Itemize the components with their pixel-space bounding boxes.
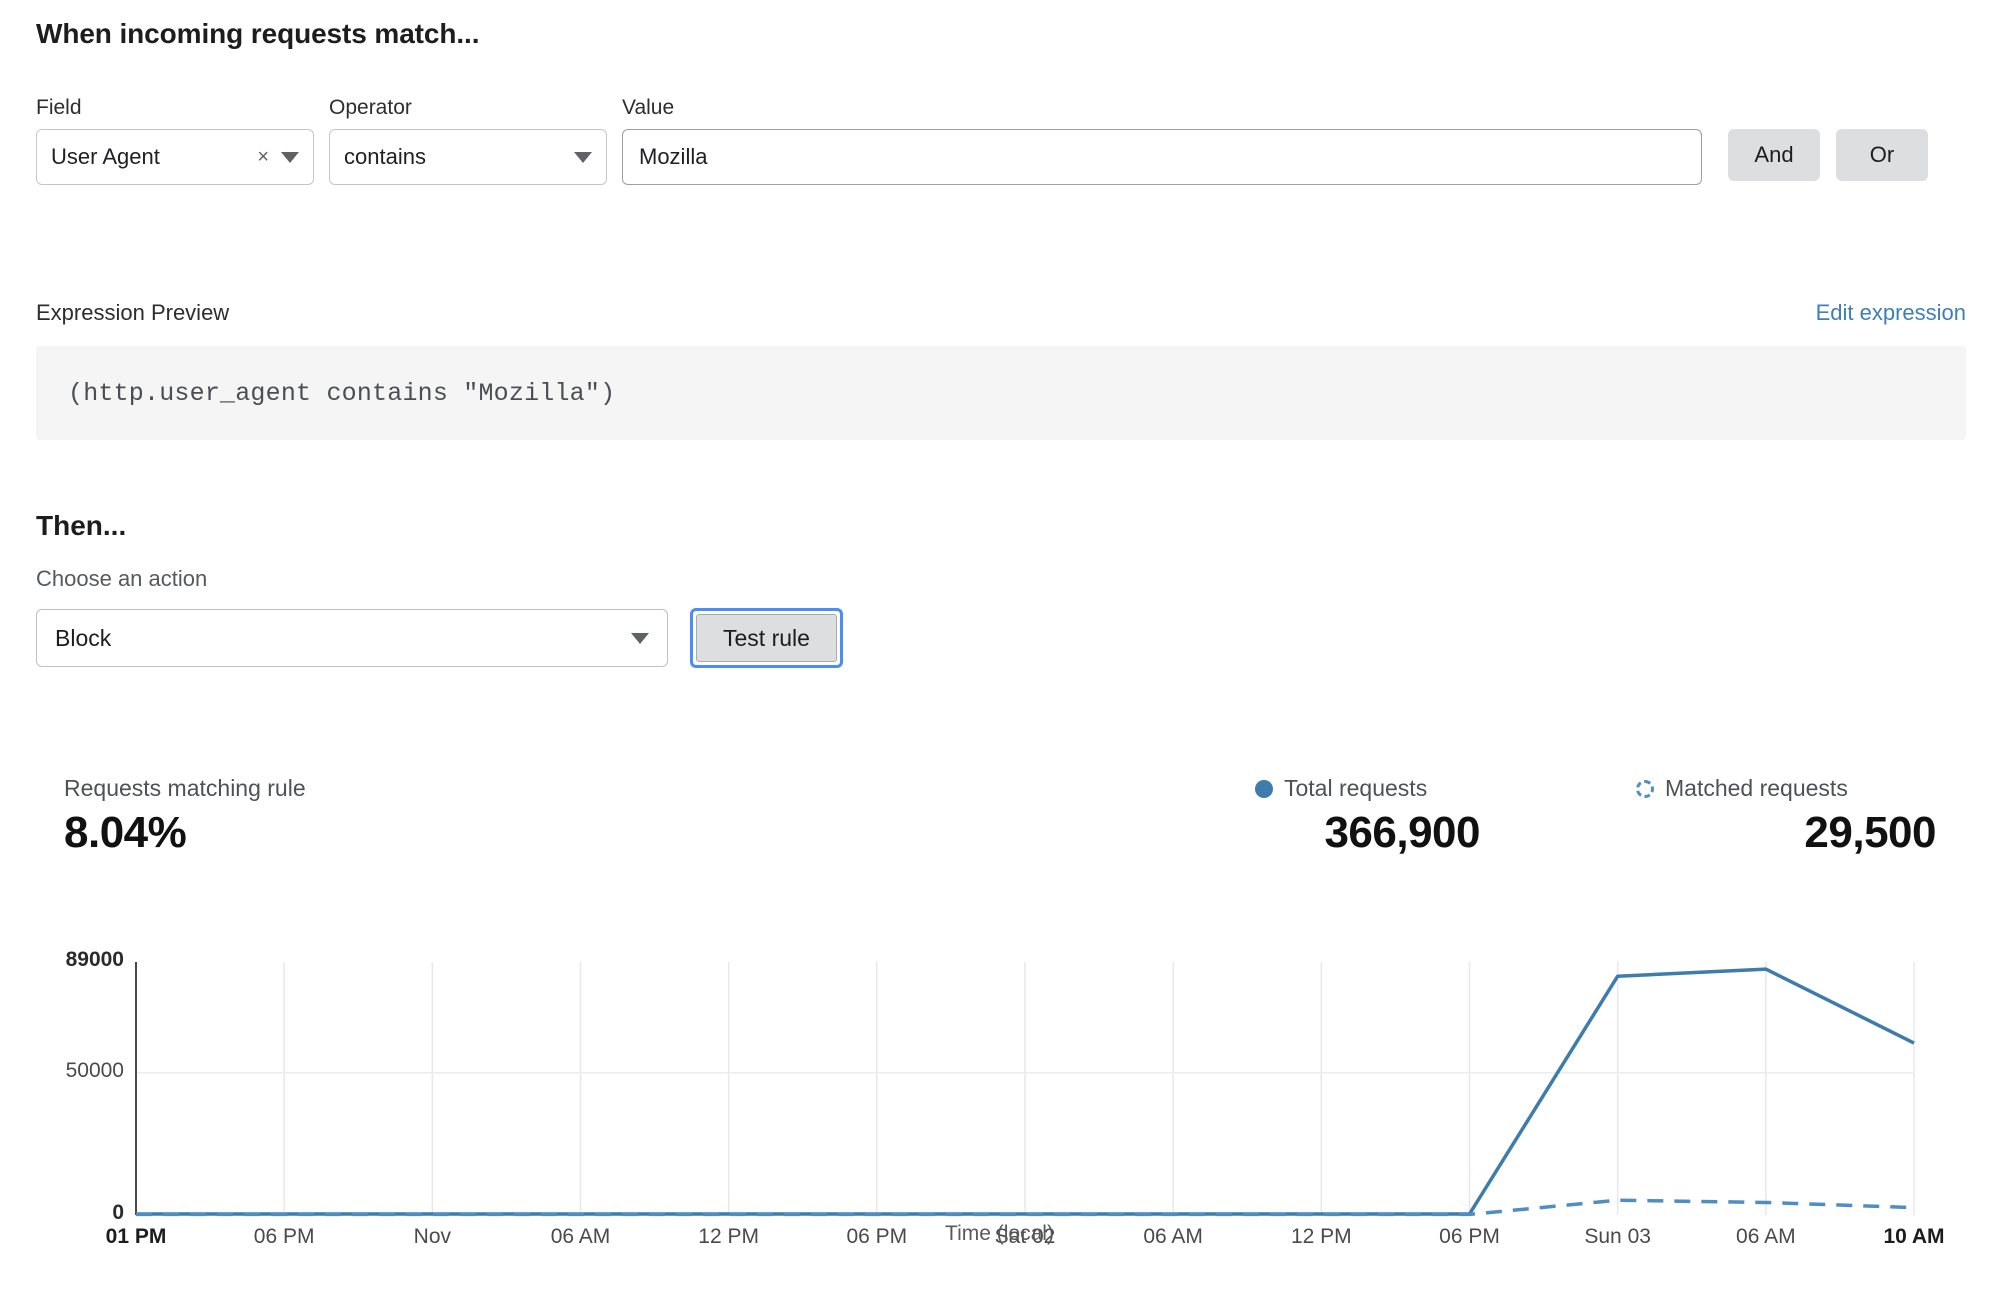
- then-section: Then... Choose an action Block Test rule: [36, 510, 1966, 668]
- condition-heading: When incoming requests match...: [36, 18, 480, 49]
- x-tick-label: Sun 03: [1584, 1225, 1651, 1248]
- field-select-value: User Agent: [51, 144, 160, 169]
- stat-label: Requests matching rule: [64, 775, 306, 801]
- x-tick-label: 06 AM: [550, 1225, 611, 1248]
- chevron-down-icon: [281, 151, 299, 163]
- stats-section: Requests matching rule 8.04% Total reque…: [36, 775, 1966, 895]
- x-axis-title: Time (local): [945, 1222, 1054, 1245]
- expression-preview-label: Expression Preview: [36, 300, 230, 325]
- then-heading: Then...: [36, 510, 127, 541]
- x-tick-label: 12 PM: [698, 1225, 760, 1248]
- action-select-value: Block: [55, 624, 112, 651]
- value-input[interactable]: [622, 129, 1702, 185]
- stat-value: 29,500: [1804, 808, 1936, 857]
- test-rule-focus-ring: Test rule: [690, 608, 843, 668]
- field-select[interactable]: User Agent ×: [36, 129, 314, 185]
- stat-requests-matching-rule: Requests matching rule 8.04%: [64, 775, 306, 858]
- x-tick-label: Sat 02: [994, 1225, 1056, 1248]
- x-tick-label: 06 PM: [253, 1225, 315, 1248]
- x-tick-label: 01 PM: [105, 1225, 167, 1248]
- action-select[interactable]: Block: [36, 609, 668, 667]
- value-column: Value: [622, 96, 1702, 185]
- field-label: Field: [36, 96, 82, 119]
- choose-action-label: Choose an action: [36, 566, 208, 591]
- solid-dot-icon: [1255, 779, 1273, 798]
- x-tick-label: 06 PM: [846, 1225, 908, 1248]
- action-row: Block Test rule: [36, 608, 1966, 668]
- logic-buttons: And Or: [1728, 129, 1928, 181]
- y-tick-label: 89000: [65, 948, 124, 971]
- requests-chart: 0 50000 89000 01 PM 06 PM Nov 06 AM 12 PM 06 PM…: [0, 930, 1999, 1295]
- stat-header: Requests matching rule: [64, 775, 306, 802]
- stat-label: Matched requests: [1665, 775, 1848, 801]
- chevron-down-icon: [631, 632, 649, 644]
- condition-section: When incoming requests match... Field Us…: [36, 18, 1966, 185]
- chevron-down-icon: [574, 151, 592, 163]
- y-tick-label: 0: [112, 1201, 124, 1224]
- chart-plot-area: [135, 962, 1915, 1217]
- stat-matched-requests: Matched requests 29,500: [1636, 775, 1937, 858]
- dashed-dot-icon: [1636, 779, 1654, 798]
- stat-value: 8.04%: [64, 808, 187, 857]
- operator-column: Operator contains: [329, 96, 607, 185]
- x-tick-label: 06 AM: [1736, 1225, 1796, 1248]
- close-x-icon[interactable]: ×: [257, 146, 269, 168]
- x-tick-label: 10 AM: [1883, 1225, 1945, 1248]
- stat-total-requests: Total requests 366,900: [1255, 775, 1481, 858]
- expression-section: Expression Preview Edit expression (http…: [36, 300, 1966, 440]
- and-button[interactable]: And: [1728, 129, 1820, 181]
- stat-label: Total requests: [1284, 775, 1428, 801]
- or-button[interactable]: Or: [1836, 129, 1928, 181]
- edit-expression-link[interactable]: Edit expression: [1815, 300, 1966, 325]
- x-tick-label: 06 PM: [1439, 1225, 1500, 1248]
- stat-value: 366,900: [1324, 808, 1480, 857]
- operator-select-value: contains: [344, 144, 426, 169]
- value-label: Value: [622, 96, 675, 119]
- x-tick-label: 12 PM: [1290, 1225, 1352, 1248]
- stat-header: Total requests: [1255, 775, 1480, 802]
- expression-header: Expression Preview Edit expression: [36, 300, 1966, 326]
- x-tick-label: Nov: [413, 1225, 452, 1248]
- expression-preview-box: (http.user_agent contains "Mozilla"): [36, 346, 1966, 440]
- operator-label: Operator: [329, 96, 412, 119]
- stat-header: Matched requests: [1636, 775, 1936, 802]
- test-rule-button[interactable]: Test rule: [696, 614, 837, 662]
- x-tick-label: 06 AM: [1143, 1225, 1203, 1248]
- condition-row: Field User Agent × Operator contains Val…: [36, 96, 1966, 185]
- y-tick-label: 50000: [65, 1058, 124, 1082]
- operator-select[interactable]: contains: [329, 129, 607, 185]
- field-column: Field User Agent ×: [36, 96, 314, 185]
